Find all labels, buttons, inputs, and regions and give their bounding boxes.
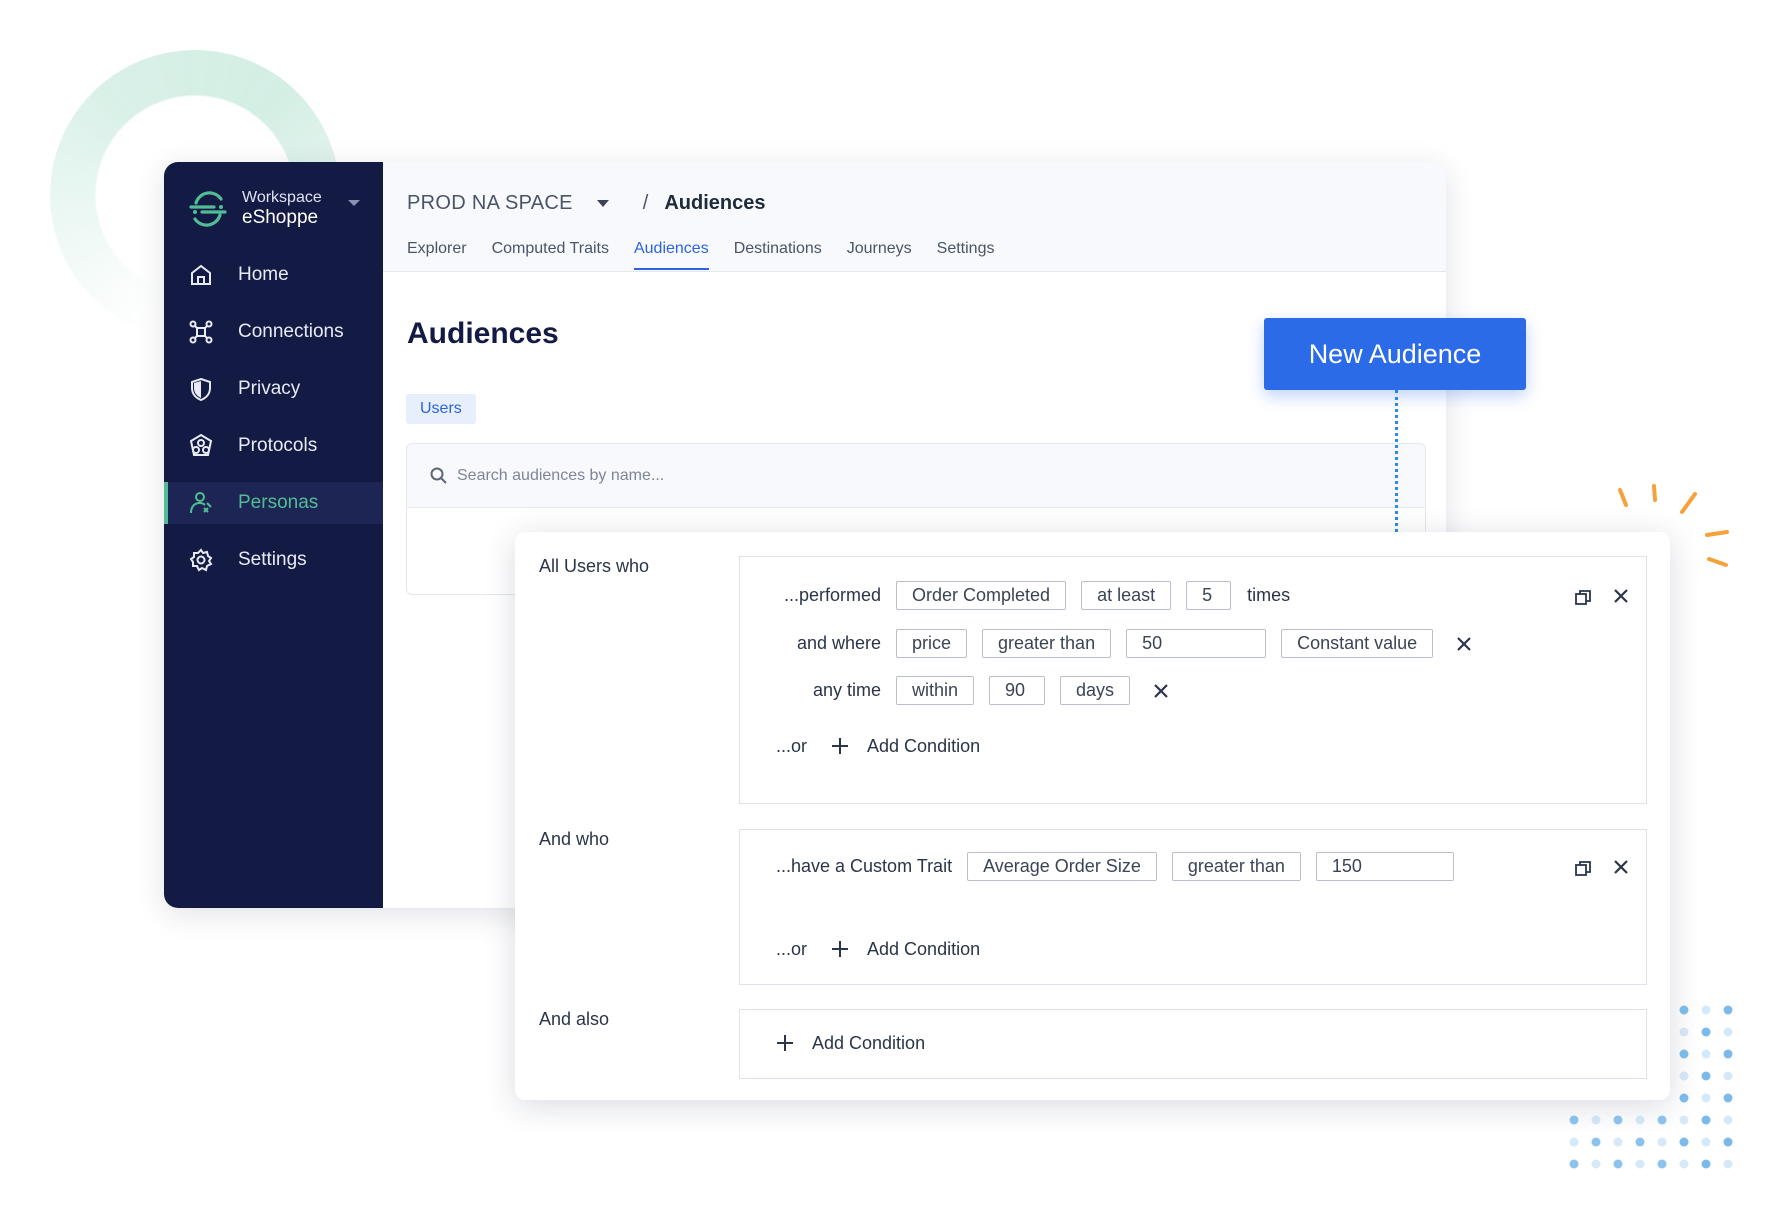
personas-icon (188, 490, 214, 516)
add-condition-button[interactable]: Add Condition (829, 938, 980, 960)
duplicate-icon[interactable] (1572, 858, 1594, 880)
workspace-switcher[interactable]: Workspace eShoppe (188, 188, 322, 230)
property-select[interactable]: price (896, 629, 968, 658)
add-condition-button[interactable]: Add Condition (829, 735, 980, 757)
sidebar-item-label: Protocols (238, 435, 318, 456)
group3-label: And also (539, 1009, 610, 1029)
add-condition-label: Add Condition (812, 1032, 926, 1053)
tab-explorer[interactable]: Explorer (407, 240, 467, 257)
tab-journeys[interactable]: Journeys (846, 240, 912, 257)
sidebar-item-personas[interactable]: Personas (164, 482, 383, 524)
event-select[interactable]: Order Completed (896, 581, 1067, 610)
performed-row: ...performed Order Completed at least 5 … (740, 581, 1290, 610)
frequency-operator-select[interactable]: at least (1081, 581, 1172, 610)
time-label: any time (812, 680, 881, 700)
sidebar-item-home[interactable]: Home (164, 254, 383, 296)
space-selector[interactable]: PROD NA SPACE (407, 192, 573, 214)
group2-label: And who (539, 829, 610, 849)
plus-icon (829, 735, 851, 757)
value-input[interactable]: 50 (1126, 629, 1267, 658)
or-row: ...or Add Condition (776, 938, 980, 960)
sidebar-item-label: Privacy (238, 378, 301, 399)
group1-label: All Users who (539, 556, 650, 576)
where-row: and where price greater than 50 Constant… (740, 629, 1475, 658)
or-label: ...or (776, 735, 808, 756)
time-amount-input[interactable]: 90 (989, 676, 1046, 705)
sidebar-item-connections[interactable]: Connections (164, 311, 383, 353)
sparkle-rays-decoration (1618, 484, 1729, 567)
plus-icon (774, 1032, 796, 1054)
count-input[interactable]: 5 (1186, 581, 1232, 610)
sidebar-item-settings[interactable]: Settings (164, 539, 383, 581)
time-operator-select[interactable]: within (896, 676, 975, 705)
sidebar-item-protocols[interactable]: Protocols (164, 425, 383, 467)
condition-group-custom-trait: ...have a Custom Trait Average Order Siz… (739, 829, 1647, 985)
condition-group-performed: ...performed Order Completed at least 5 … (739, 556, 1647, 804)
add-row: Add Condition (774, 1032, 925, 1054)
trait-value-input[interactable]: 150 (1315, 852, 1454, 881)
comparison-select[interactable]: greater than (982, 629, 1112, 658)
audiences-list-card (406, 443, 1426, 595)
connector-dotted-line (1395, 390, 1398, 580)
breadcrumb-current-page: Audiences (664, 192, 766, 214)
new-audience-button[interactable]: New Audience (1264, 318, 1526, 390)
workspace-label: Workspace (242, 189, 322, 206)
sidebar-item-label: Home (238, 264, 289, 285)
close-icon[interactable] (1453, 633, 1475, 655)
close-icon[interactable] (1610, 585, 1632, 607)
sidebar-item-label: Personas (238, 492, 319, 513)
space-dropdown-caret-icon[interactable] (596, 200, 609, 207)
add-condition-label: Add Condition (867, 938, 981, 959)
time-unit-select[interactable]: days (1060, 676, 1131, 705)
trait-label: ...have a Custom Trait (776, 856, 953, 876)
page-title: Audiences (407, 317, 559, 350)
audience-builder-panel: All Users who ...performed Order Complet… (515, 532, 1670, 1100)
condition-group-empty: Add Condition (739, 1009, 1647, 1079)
or-row: ...or Add Condition (776, 735, 980, 757)
value-type-select[interactable]: Constant value (1281, 629, 1434, 658)
breadcrumb-separator: / (642, 192, 649, 214)
connections-icon (188, 319, 214, 345)
duplicate-icon[interactable] (1572, 587, 1594, 609)
where-label: and where (796, 633, 881, 653)
workspace-dropdown-caret-icon[interactable] (348, 200, 360, 206)
tab-destinations[interactable]: Destinations (733, 240, 822, 257)
plus-icon (829, 938, 851, 960)
times-label: times (1247, 585, 1291, 605)
trait-row: ...have a Custom Trait Average Order Siz… (776, 852, 1454, 881)
breadcrumb: PROD NA SPACE / Audiences (407, 192, 766, 215)
gear-icon (188, 547, 214, 573)
close-icon[interactable] (1150, 680, 1172, 702)
close-icon[interactable] (1610, 856, 1632, 878)
home-icon (188, 262, 214, 288)
trait-comparison-select[interactable]: greater than (1171, 852, 1301, 881)
section-tabs: Explorer Computed Traits Audiences Desti… (407, 240, 1019, 270)
trait-select[interactable]: Average Order Size (967, 852, 1157, 881)
sidebar-item-privacy[interactable]: Privacy (164, 368, 383, 410)
tab-computed-traits[interactable]: Computed Traits (491, 240, 609, 257)
dot-grid-decoration (1569, 1005, 1733, 1169)
top-bar: PROD NA SPACE / Audiences Explorer Compu… (383, 162, 1446, 272)
add-condition-label: Add Condition (867, 735, 981, 756)
workspace-name: eShoppe (242, 207, 319, 229)
search-input[interactable] (457, 466, 857, 485)
add-condition-button[interactable]: Add Condition (774, 1032, 925, 1054)
users-filter-pill[interactable]: Users (406, 394, 476, 424)
or-label: ...or (776, 938, 808, 959)
sidebar-item-label: Settings (238, 549, 307, 570)
tab-audiences[interactable]: Audiences (633, 240, 709, 270)
sidebar: Workspace eShoppe Home Connections (164, 162, 383, 908)
performed-label: ...performed (783, 585, 881, 605)
time-row: any time within 90 days (740, 676, 1172, 705)
search-icon (429, 466, 449, 486)
search-bar (407, 444, 1425, 508)
sidebar-nav: Home Connections Privacy Protocols (164, 254, 383, 596)
segment-logo-icon (189, 191, 227, 227)
sidebar-item-label: Connections (238, 321, 344, 342)
protocols-icon (188, 433, 214, 459)
tab-settings[interactable]: Settings (936, 240, 995, 257)
shield-icon (188, 376, 214, 402)
